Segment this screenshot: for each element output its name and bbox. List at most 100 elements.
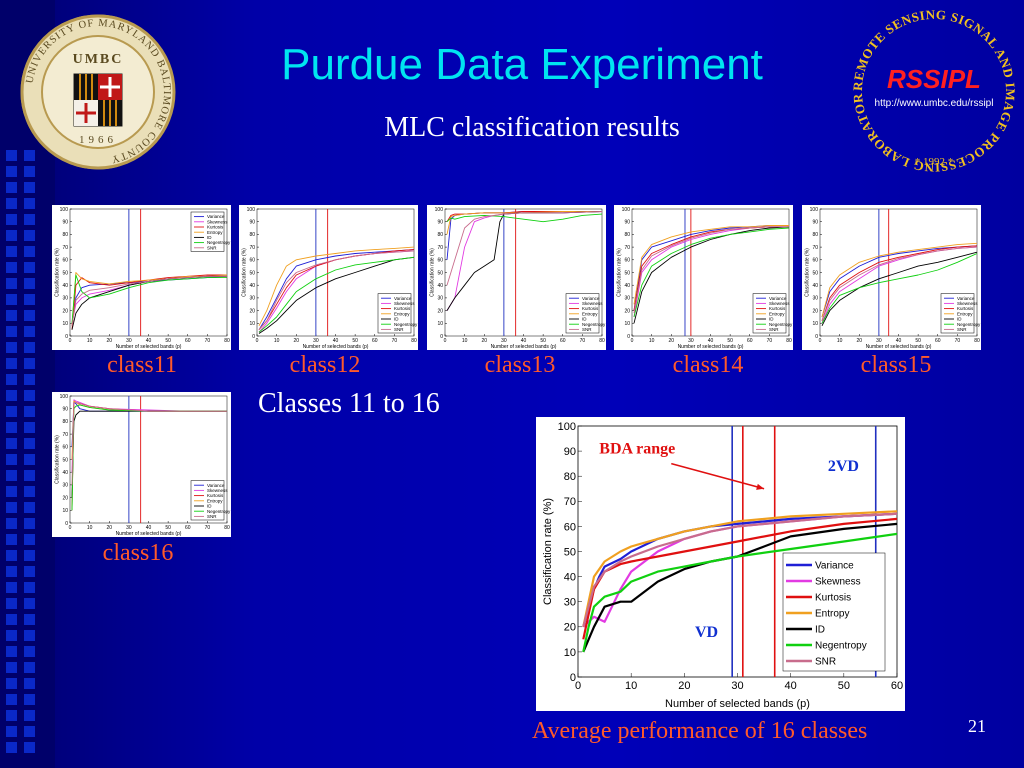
slide-title: Purdue Data Experiment — [281, 40, 763, 89]
decorative-square — [24, 406, 35, 417]
legend-label: Variance — [769, 296, 787, 301]
legend: VarianceSkewnessKurtosisEntropyIDNegentr… — [377, 293, 418, 334]
rssipl-year: * 1992 * — [914, 156, 954, 168]
y-tick-label: 60 — [249, 258, 255, 264]
x-tick-label: 60 — [185, 525, 191, 531]
x-tick-label: 70 — [205, 338, 211, 344]
y-tick-label: 70 — [62, 245, 68, 251]
chart-panel-class11: 0 10 20 30 40 50 60 70 80 90 100 0 10 20 30 40 50 60 70 80 N… — [52, 205, 231, 350]
y-tick-label: 40 — [624, 283, 630, 289]
x-tick-label: 80 — [224, 525, 230, 531]
series-negentropy — [446, 213, 603, 223]
decorative-square — [6, 694, 17, 705]
x-tick-label: 40 — [333, 338, 339, 344]
legend-label: Kurtosis — [582, 306, 599, 311]
series-negentropy — [582, 532, 898, 653]
decorative-square — [6, 310, 17, 321]
y-axis-label: Classification rate (%) — [54, 248, 60, 297]
y-tick-label: 100 — [558, 421, 576, 433]
y-tick-label: 70 — [437, 245, 443, 251]
y-tick-label: 20 — [812, 308, 818, 314]
legend-label: ID — [394, 317, 399, 322]
series-snr — [582, 512, 898, 628]
legend-label: SNR — [394, 327, 404, 332]
decorative-square — [24, 630, 35, 641]
decorative-square — [24, 230, 35, 241]
legend-label: Negentropy — [582, 322, 606, 327]
decorative-square — [6, 582, 17, 593]
y-tick-label: 10 — [812, 321, 818, 327]
legend-label: SNR — [207, 245, 217, 250]
y-tick-label: 80 — [624, 232, 630, 238]
decorative-square — [6, 198, 17, 209]
decorative-square — [24, 662, 35, 673]
decorative-square — [24, 438, 35, 449]
annotation-arrow — [671, 462, 765, 490]
series-entropy — [71, 272, 228, 326]
decorative-square — [24, 742, 35, 753]
x-tick-label: 30 — [501, 338, 507, 344]
x-tick-label: 80 — [786, 338, 792, 344]
decorative-square — [6, 278, 17, 289]
x-axis-label: Number of selected bands (p) — [678, 344, 744, 350]
decorative-square — [24, 726, 35, 737]
x-tick-label: 20 — [106, 525, 112, 531]
decorative-square — [24, 278, 35, 289]
legend-label: SNR — [582, 327, 592, 332]
x-tick-label: 40 — [146, 338, 152, 344]
x-axis-label: Number of selected bands (p) — [491, 344, 557, 350]
decorative-square — [24, 150, 35, 161]
y-tick-label: 30 — [624, 296, 630, 302]
decorative-square — [24, 182, 35, 193]
decorative-square — [6, 630, 17, 641]
legend: VarianceSkewnessKurtosisEntropyIDNegentr… — [190, 480, 231, 521]
y-tick-label: 80 — [812, 232, 818, 238]
chart-class13: 0 10 20 30 40 50 60 70 80 90 100 0 10 20 30 40 50 60 70 80 N… — [429, 207, 606, 350]
x-tick-label: 50 — [838, 680, 850, 692]
legend-label: ID — [769, 317, 774, 322]
y-tick-label: 90 — [624, 219, 630, 225]
legend-box — [940, 293, 975, 334]
decorative-square — [24, 710, 35, 721]
decorative-square — [24, 694, 35, 705]
y-tick-label: 100 — [622, 207, 631, 213]
legend-label: Skewness — [207, 219, 228, 224]
legend-label: Variance — [815, 561, 854, 572]
annotation-vd: VD — [695, 624, 718, 641]
legend-box — [752, 293, 787, 334]
decorative-square — [6, 598, 17, 609]
chart-class11: 0 10 20 30 40 50 60 70 80 90 100 0 10 20 30 40 50 60 70 80 N… — [54, 207, 231, 350]
y-tick-label: 30 — [564, 597, 576, 609]
y-tick-label: 10 — [624, 321, 630, 327]
y-tick-label: 100 — [60, 207, 69, 213]
legend-label: SNR — [769, 327, 779, 332]
x-tick-label: 30 — [688, 338, 694, 344]
decorative-square — [6, 486, 17, 497]
x-tick-label: 80 — [599, 338, 605, 344]
decorative-square — [24, 294, 35, 305]
decorative-square — [6, 614, 17, 625]
x-tick-label: 60 — [891, 680, 903, 692]
y-tick-label: 80 — [62, 419, 68, 425]
decorative-square — [6, 678, 17, 689]
y-axis-label: Classification rate (%) — [429, 248, 435, 297]
rssipl-url: http://www.umbc.edu/rssipl — [874, 98, 994, 109]
y-axis-label: Classification rate (%) — [804, 248, 810, 297]
y-tick-label: 100 — [60, 394, 69, 400]
decorative-square — [6, 374, 17, 385]
chart-average: 0 10 20 30 40 50 60 70 80 90 100 0 10 20 30 40 50 60 Numbe… — [542, 421, 903, 710]
chart-class14: 0 10 20 30 40 50 60 70 80 90 100 0 10 20 30 40 50 60 70 80 N… — [616, 207, 793, 350]
umbc-seal-year: 1966 — [79, 134, 117, 146]
y-tick-label: 0 — [65, 521, 68, 527]
x-axis-label: Number of selected bands (p) — [866, 344, 932, 350]
y-tick-label: 10 — [62, 508, 68, 514]
legend-label: Entropy — [582, 311, 598, 316]
legend: VarianceSkewnessKurtosisEntropyIDNegentr… — [940, 293, 981, 334]
legend-label: ID — [957, 317, 962, 322]
decorative-square — [6, 726, 17, 737]
legend-label: ID — [815, 625, 825, 636]
legend-label: Kurtosis — [207, 493, 224, 498]
x-tick-label: 0 — [575, 680, 581, 692]
y-tick-label: 30 — [62, 483, 68, 489]
y-tick-label: 0 — [627, 334, 630, 340]
